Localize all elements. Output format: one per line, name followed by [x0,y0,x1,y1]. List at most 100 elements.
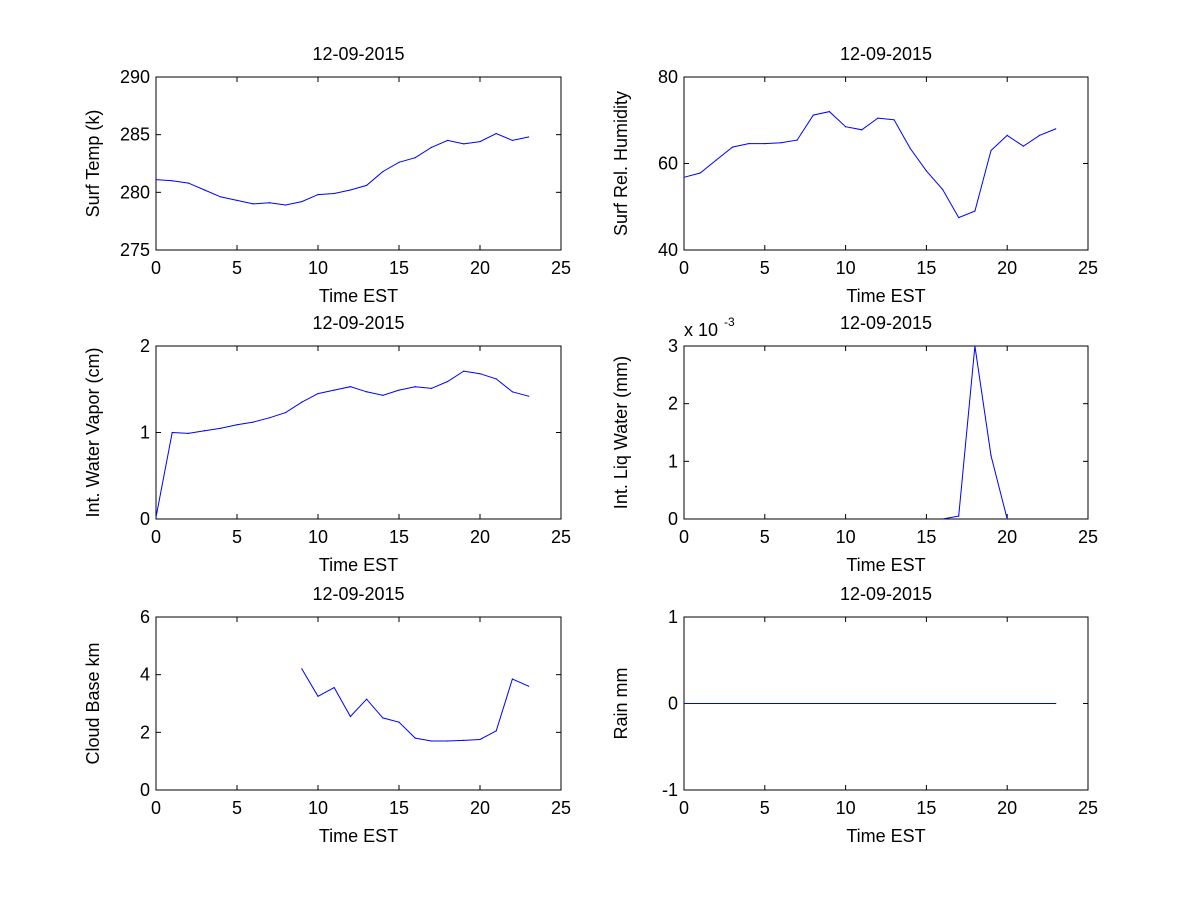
y-tick-label: 2 [140,722,150,742]
data-point [414,157,416,159]
y-tick-label: 0 [668,509,678,529]
x-axis-label: Time EST [846,286,925,306]
x-tick-label: 10 [308,798,328,818]
data-point [511,139,513,142]
x-tick-label: 15 [389,527,409,547]
x-tick-label: 5 [760,527,770,547]
y-tick-label: 285 [120,125,150,145]
data-point [683,702,685,705]
data-series-line [155,370,529,518]
y-tick-label: 0 [140,509,150,529]
chart-panel-5: 0 5 10 15 20 25 0 2 4 6 12-09-2015 Time EST Cloud Ba… [83,584,571,846]
axes-box [683,76,1089,251]
x-tick-label: 20 [997,798,1017,818]
data-point [187,182,189,184]
y-exponent-power: -3 [724,315,735,329]
y-tick-label: 280 [120,182,150,202]
data-point [252,421,254,423]
y-tick-label: 0 [140,780,150,800]
data-point [941,188,944,191]
x-axis-label: Time EST [319,286,398,306]
data-point [447,139,449,142]
data-point [463,143,465,145]
data-point [479,140,481,143]
data-point [893,119,895,121]
y-axis-label: Cloud Base km [83,642,103,764]
y-tick-label: 60 [658,154,678,174]
data-point [155,516,157,518]
y-tick-label: 2 [140,336,150,356]
data-point [317,392,319,395]
x-tick-label: 25 [551,798,571,818]
chart-title: 12-09-2015 [840,44,932,64]
data-point [941,518,944,520]
chart-panel-2: 0 5 10 15 20 25 40 60 80 12-09-2015 Time EST Surf R… [611,44,1098,306]
data-point [731,146,734,148]
y-axis-label: Surf Temp (k) [83,110,103,218]
y-axis-label: Rain mm [611,667,631,739]
y-tick-label: 3 [668,336,678,356]
y-axis-label: Int. Liq Water (mm) [611,356,631,509]
data-point [748,143,750,145]
data-point [877,117,879,119]
data-point [236,199,238,202]
x-tick-label: 5 [232,258,242,278]
y-tick-label: 0 [668,694,678,714]
data-point [285,204,287,206]
x-tick-label: 20 [470,798,490,818]
chart-title: 12-09-2015 [312,584,404,604]
data-point [447,380,449,383]
data-point [845,126,847,128]
data-point [252,203,254,205]
y-axis-label: Surf Rel. Humidity [611,91,631,236]
data-series-line [683,111,1056,219]
x-tick-label: 5 [232,527,242,547]
axes-box [683,345,1089,520]
data-point [349,715,351,718]
chart-panel-4: 0 5 10 15 20 25 0 1 2 3 12-09-2015 Time EST Int. Liq… [611,313,1098,575]
x-tick-label: 5 [760,798,770,818]
data-point [715,159,717,161]
data-point [1022,145,1024,147]
data-point [366,698,368,700]
x-tick-label: 0 [151,798,161,818]
x-tick-label: 25 [551,258,571,278]
data-point [430,387,432,389]
data-point [958,216,960,219]
x-axis-label: Time EST [319,555,398,575]
y-axis-label: Int. Water Vapor (cm) [83,347,103,517]
x-tick-label: 0 [679,527,689,547]
y-tick-label: 1 [668,451,678,471]
data-point [764,143,766,145]
data-point [479,738,481,741]
x-tick-label: 0 [679,798,689,818]
data-point [925,170,928,172]
data-point [204,430,206,432]
chart-title: 12-09-2015 [840,584,932,604]
data-point [382,394,384,396]
data-point [398,721,400,723]
data-point [414,737,416,739]
x-axis-label: Time EST [846,555,925,575]
x-tick-label: 25 [1078,527,1098,547]
data-point [187,432,189,434]
data-point [1006,518,1008,520]
data-point [220,427,222,429]
data-point [382,170,384,173]
data-point [511,678,513,680]
x-tick-label: 25 [1078,798,1098,818]
x-tick-label: 0 [151,527,161,547]
data-point [1038,134,1041,136]
chart-title: 12-09-2015 [840,313,932,333]
data-point [171,431,173,434]
data-point [285,412,287,414]
data-point [828,111,831,113]
chart-panel-3: 0 5 10 15 20 25 0 1 2 12-09-2015 Time EST Int. Wate… [83,313,571,575]
data-point [495,730,497,732]
x-tick-label: 20 [470,258,490,278]
x-tick-label: 25 [1078,258,1098,278]
x-tick-label: 15 [389,798,409,818]
data-point [333,687,335,689]
data-point [683,176,685,178]
